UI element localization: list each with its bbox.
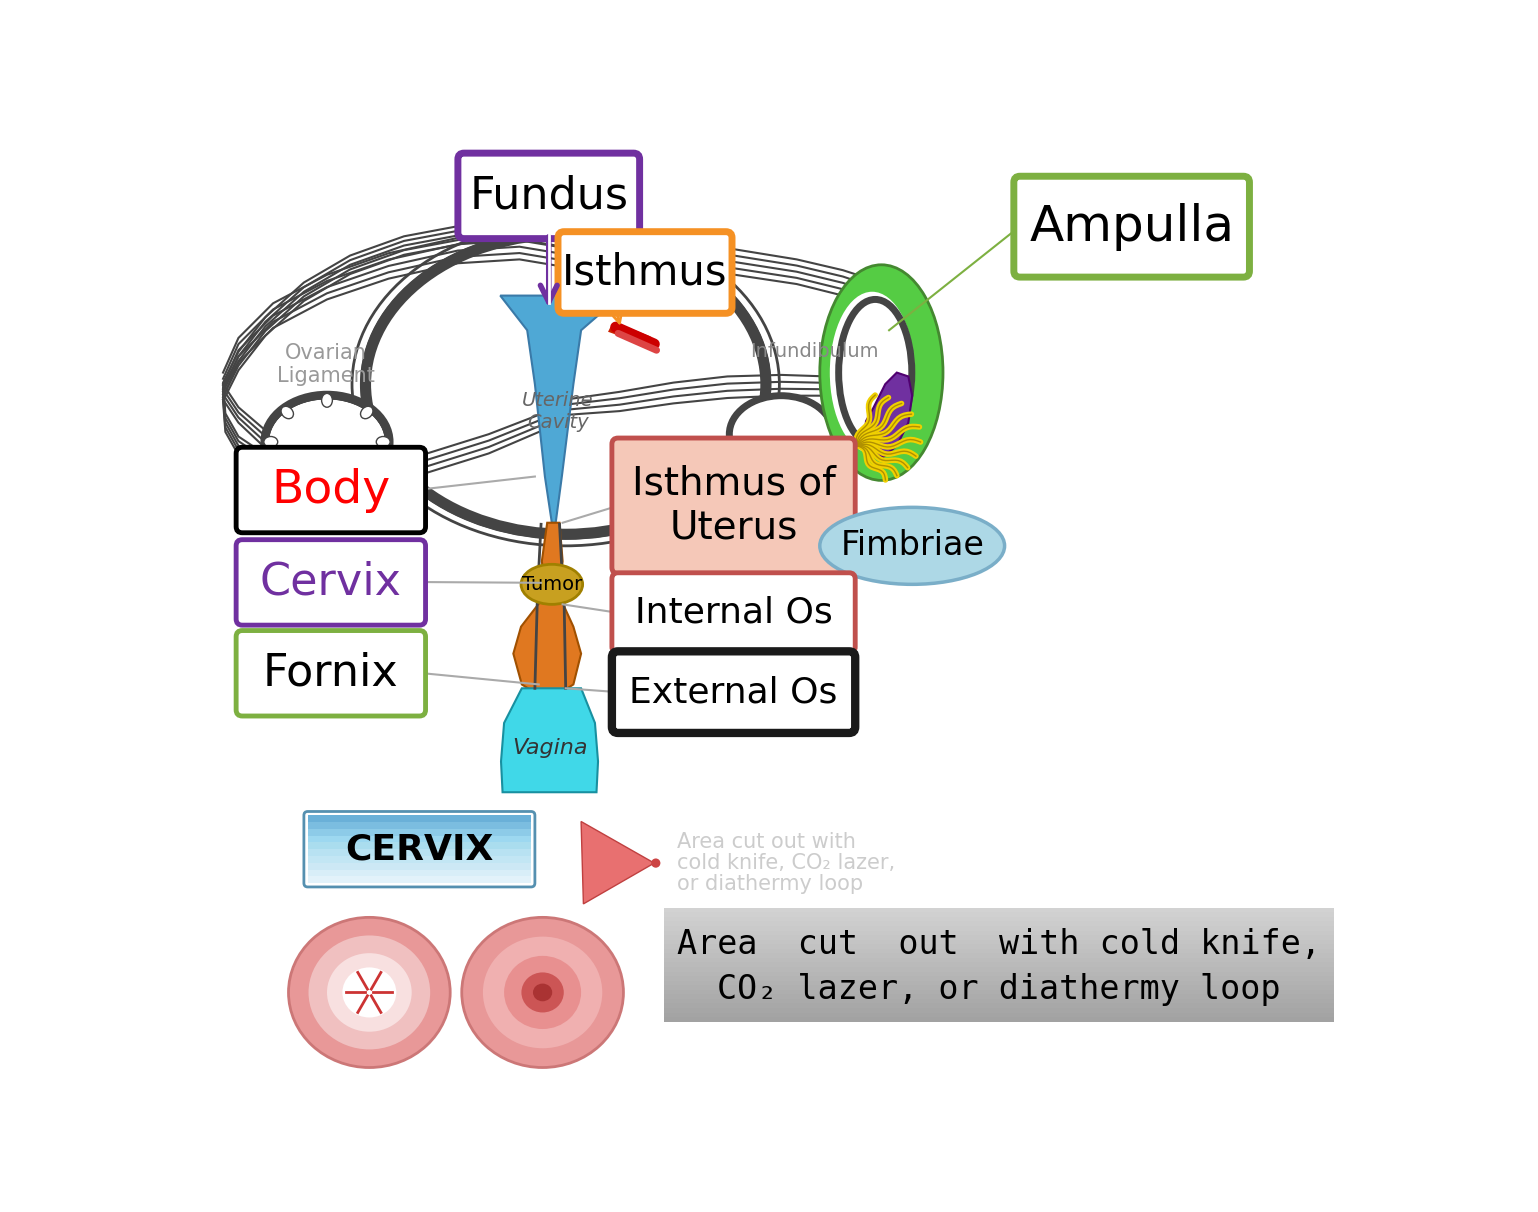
Bar [308,822,531,829]
Ellipse shape [831,292,915,453]
FancyBboxPatch shape [612,438,855,573]
Bar [664,936,1333,939]
FancyBboxPatch shape [558,231,732,313]
Polygon shape [500,296,621,522]
Polygon shape [514,600,581,698]
Bar [664,954,1333,957]
FancyBboxPatch shape [612,573,855,653]
Text: cold knife, CO₂ lazer,: cold knife, CO₂ lazer, [677,853,895,873]
Text: Fundus: Fundus [469,175,628,217]
Bar [664,944,1333,949]
Bar [664,1008,1333,1012]
Ellipse shape [309,936,431,1050]
Ellipse shape [360,406,372,418]
Bar [308,850,531,856]
Bar [664,972,1333,976]
Text: Uterine
Cavity: Uterine Cavity [523,390,594,431]
Ellipse shape [343,967,397,1017]
Ellipse shape [289,917,451,1068]
Text: Vagina: Vagina [512,738,588,758]
FancyBboxPatch shape [458,153,640,239]
Bar [664,926,1333,931]
Text: External Os: External Os [629,675,838,709]
Ellipse shape [281,465,294,478]
Text: Ovarian
Ligament: Ovarian Ligament [277,343,375,387]
Bar [664,999,1333,1004]
Bar [308,876,531,884]
Polygon shape [541,522,563,600]
Bar [664,931,1333,936]
Bar [664,957,1333,962]
Bar [308,816,531,822]
Text: Area cut out with: Area cut out with [677,833,857,852]
Ellipse shape [651,858,660,868]
Ellipse shape [281,406,294,418]
Bar [664,913,1333,916]
Bar [664,981,1333,985]
Text: Ampulla: Ampulla [1029,202,1233,251]
Bar [664,994,1333,999]
FancyBboxPatch shape [1014,176,1249,278]
Text: Internal Os: Internal Os [635,596,832,630]
Ellipse shape [820,264,943,480]
Bar [308,842,531,850]
Text: Fornix: Fornix [263,652,398,694]
Ellipse shape [521,972,564,1012]
Bar [664,921,1333,926]
Polygon shape [581,822,654,904]
Text: CERVIX: CERVIX [345,833,494,867]
Ellipse shape [265,395,389,488]
Bar [664,990,1333,994]
Text: Infundibulum: Infundibulum [751,342,880,361]
Ellipse shape [504,956,581,1029]
Bar [664,985,1333,990]
Bar [664,916,1333,921]
Polygon shape [864,372,912,457]
Bar [308,869,531,876]
Bar [308,829,531,835]
Ellipse shape [321,394,332,407]
Ellipse shape [321,476,332,491]
Text: or diathermy loop: or diathermy loop [677,874,863,894]
Polygon shape [608,322,658,347]
Ellipse shape [360,465,372,478]
Text: Isthmus of
Uterus: Isthmus of Uterus [632,464,835,547]
Ellipse shape [366,234,766,534]
Bar [664,976,1333,981]
Ellipse shape [265,436,278,447]
Bar [664,967,1333,972]
FancyBboxPatch shape [237,630,426,716]
Text: Fimbriae: Fimbriae [840,530,984,562]
Bar [664,908,1333,913]
Ellipse shape [521,565,583,605]
Bar [664,949,1333,954]
Ellipse shape [534,984,552,1001]
Text: Tumor: Tumor [521,574,581,594]
Text: Area  cut  out  with cold knife,: Area cut out with cold knife, [677,927,1321,961]
Text: Isthmus: Isthmus [563,252,727,293]
Text: CO₂ lazer, or diathermy loop: CO₂ lazer, or diathermy loop [717,973,1281,1006]
Ellipse shape [729,395,834,473]
Bar [664,939,1333,944]
Bar [308,856,531,863]
Polygon shape [501,688,598,793]
Bar [664,962,1333,967]
Bar [308,835,531,842]
Bar [664,1004,1333,1008]
Ellipse shape [483,937,603,1048]
Bar [308,863,531,869]
Text: Ovary: Ovary [743,436,797,454]
FancyBboxPatch shape [612,651,855,733]
FancyBboxPatch shape [237,539,426,625]
Ellipse shape [820,508,1004,584]
Text: Body: Body [271,468,391,513]
Ellipse shape [461,917,623,1068]
FancyBboxPatch shape [237,447,426,533]
Ellipse shape [328,953,412,1031]
Bar [664,1017,1333,1022]
Ellipse shape [377,436,391,447]
Text: Cervix: Cervix [260,561,401,604]
Bar [664,1012,1333,1017]
